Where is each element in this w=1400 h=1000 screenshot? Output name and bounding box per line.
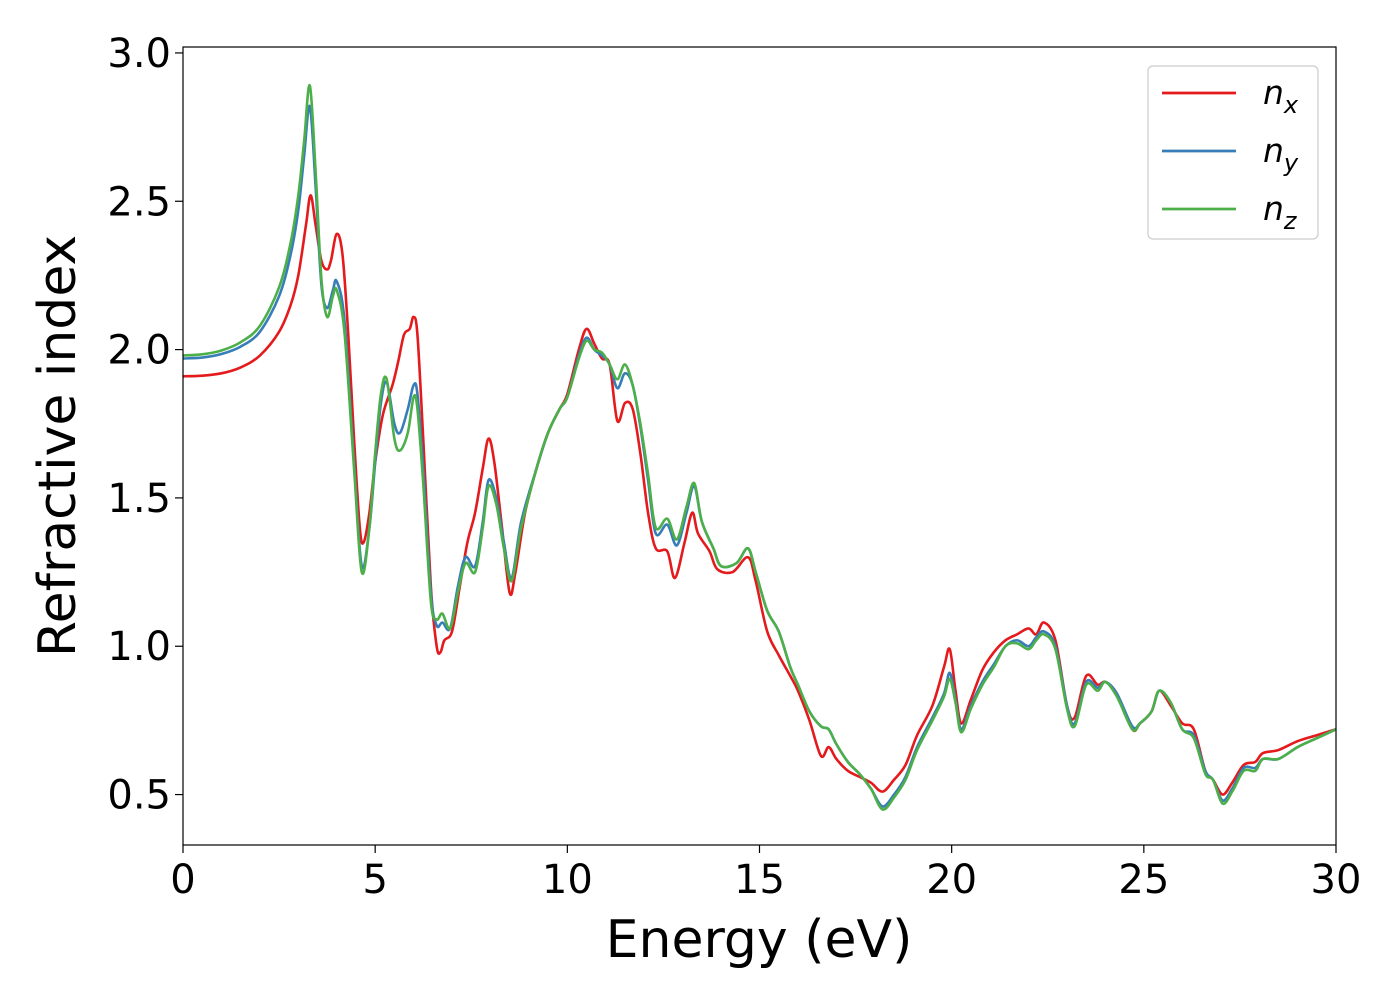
x-tick-label: 10	[542, 857, 593, 903]
legend-box	[1147, 65, 1319, 240]
series-line-z	[182, 84, 1337, 811]
legend-label-x: nx	[1263, 73, 1299, 119]
x-tick-label: 25	[1118, 857, 1169, 903]
y-axis: 0.5 1.0 1.5 2.0 2.5 3.0	[107, 31, 183, 819]
plot-lines	[182, 84, 1337, 811]
y-axis-title: Refractive index	[28, 235, 88, 657]
legend-label-z: nz	[1263, 189, 1298, 235]
y-tick-label: 1.5	[107, 476, 171, 522]
x-tick-label: 0	[170, 857, 195, 903]
x-tick-label: 15	[734, 857, 785, 903]
legend-label-y: ny	[1263, 131, 1299, 177]
x-tick-label: 5	[362, 857, 387, 903]
y-tick-label: 2.5	[107, 179, 171, 225]
y-tick-label: 1.0	[107, 624, 171, 670]
x-tick-label: 20	[926, 857, 977, 903]
x-axis-title: Energy (eV)	[606, 910, 913, 970]
legend: nx ny nz	[1147, 65, 1319, 240]
series-line-x	[182, 194, 1337, 796]
y-tick-label: 3.0	[107, 31, 171, 77]
y-tick-label: 2.0	[107, 328, 171, 374]
x-axis: 0 5 10 15 20 25 30	[170, 845, 1361, 903]
y-tick-label: 0.5	[107, 773, 171, 819]
x-tick-label: 30	[1311, 857, 1362, 903]
